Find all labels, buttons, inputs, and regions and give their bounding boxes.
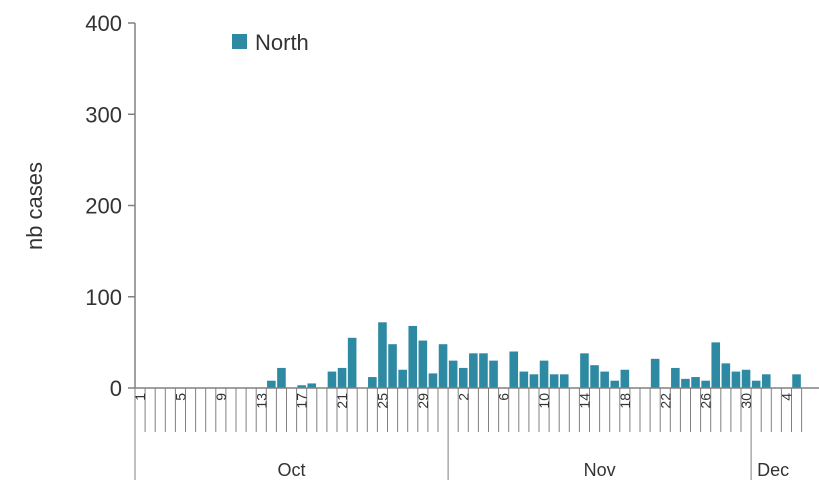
y-axis-title: nb cases — [22, 162, 47, 250]
y-tick-label: 100 — [85, 285, 122, 310]
x-tick-label: 9 — [213, 393, 229, 401]
bar — [751, 380, 761, 388]
x-tick-label: 18 — [617, 393, 633, 409]
bar — [418, 340, 428, 388]
bar — [327, 371, 337, 388]
bar — [479, 353, 488, 388]
bar — [681, 378, 690, 388]
x-tick-label: 2 — [455, 393, 471, 401]
bar — [711, 342, 721, 388]
bar — [539, 360, 549, 388]
bar — [741, 369, 751, 388]
bar — [731, 371, 741, 388]
bar — [398, 369, 407, 388]
bar — [388, 344, 397, 388]
bar — [368, 377, 377, 388]
bar — [761, 374, 771, 388]
bar — [549, 374, 559, 388]
bar — [307, 383, 317, 388]
bar — [347, 337, 357, 388]
x-tick-label: 17 — [294, 393, 310, 409]
x-tick-label: 1 — [132, 393, 148, 401]
bar — [469, 353, 478, 388]
x-tick-label: 13 — [253, 393, 269, 409]
month-label: Dec — [757, 460, 789, 480]
bar — [721, 363, 731, 388]
month-label: Nov — [584, 460, 616, 480]
bar — [277, 367, 286, 388]
bar — [519, 371, 529, 388]
bar — [610, 380, 620, 388]
bar — [671, 367, 680, 388]
x-tick-label: 10 — [536, 393, 552, 409]
x-tick-label: 4 — [778, 393, 794, 401]
bar — [580, 353, 589, 388]
month-label: Oct — [278, 460, 306, 480]
bar — [458, 367, 468, 388]
x-tick-label: 29 — [415, 393, 431, 409]
bar — [792, 374, 801, 388]
y-tick-label: 200 — [85, 194, 122, 219]
bar — [559, 374, 569, 388]
bar — [691, 377, 700, 388]
bar — [590, 365, 599, 388]
legend: North — [232, 30, 309, 55]
bar — [650, 358, 660, 388]
x-tick-label: 22 — [657, 393, 673, 409]
x-tick-label: 14 — [576, 393, 592, 409]
bar — [428, 373, 438, 388]
bar — [448, 360, 458, 388]
bar — [509, 351, 519, 388]
x-tick-label: 25 — [374, 393, 390, 409]
x-tick-label: 26 — [698, 393, 714, 409]
bar — [297, 385, 306, 388]
bar — [529, 374, 539, 388]
bar — [701, 380, 710, 388]
y-tick-label: 300 — [85, 102, 122, 127]
x-tick-label: 6 — [496, 393, 512, 401]
bar — [378, 322, 387, 388]
y-tick-label: 400 — [85, 11, 122, 36]
bars — [267, 322, 801, 388]
legend-label-north: North — [255, 30, 309, 55]
y-tick-label: 0 — [110, 376, 122, 401]
legend-swatch-north — [232, 34, 247, 49]
bar — [408, 325, 418, 388]
x-tick-label: 5 — [172, 393, 188, 401]
x-tick-label: 30 — [738, 393, 754, 409]
bar — [489, 360, 498, 388]
bar — [267, 380, 276, 388]
bar — [620, 369, 630, 388]
x-tick-label: 21 — [334, 393, 350, 409]
bar — [337, 367, 347, 388]
bar — [438, 344, 448, 388]
bar — [600, 371, 609, 388]
y-axis: 0 100 200 300 400 — [85, 11, 136, 401]
